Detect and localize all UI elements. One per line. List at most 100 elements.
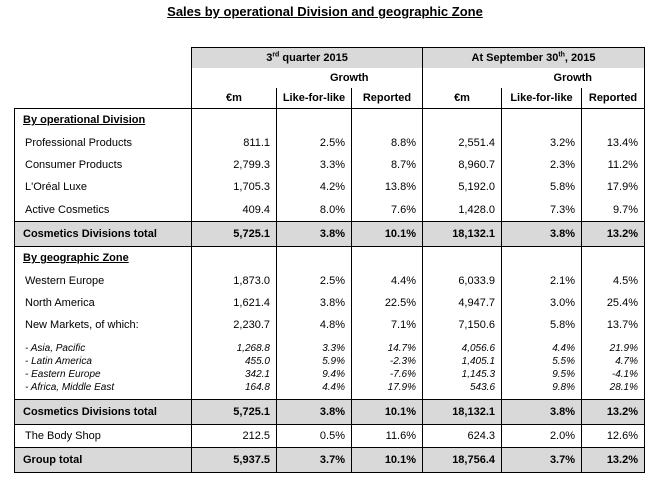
cell-value: 5.5% bbox=[501, 354, 583, 368]
table-row: Consumer Products 2,799.3 3.3% 8.7% 8,960.7 2… bbox=[14, 153, 646, 177]
row-label: - Africa, Middle East bbox=[14, 380, 192, 394]
cell-value: 3.8% bbox=[501, 398, 583, 425]
cell-value: 18,132.1 bbox=[422, 398, 503, 425]
cell-value: 2,551.4 bbox=[422, 131, 503, 154]
row-label: Group total bbox=[14, 446, 192, 473]
cell-value: 13.2% bbox=[581, 220, 646, 247]
cell-value: 3.3% bbox=[276, 153, 352, 177]
cell-value: 1,268.8 bbox=[191, 341, 277, 355]
section-division: By operational Division bbox=[14, 108, 646, 132]
cell-value: 10.1% bbox=[351, 220, 424, 247]
cell-value: 455.0 bbox=[191, 354, 277, 368]
cell-value: 9.4% bbox=[276, 367, 352, 381]
sales-table: 3rd quarter 2015 At September 30th, 2015… bbox=[14, 47, 646, 473]
col-header-reported: Reported bbox=[351, 88, 424, 109]
cell-value: 13.7% bbox=[581, 314, 646, 337]
cell-value: 10.1% bbox=[351, 446, 424, 473]
cell-value: 8.0% bbox=[276, 198, 352, 222]
cell-value: 1,428.0 bbox=[422, 198, 503, 222]
table-row: Western Europe 1,873.0 2.5% 4.4% 6,033.9 2.1%… bbox=[14, 269, 646, 292]
cell-value: 10.1% bbox=[351, 398, 424, 425]
cell-value: 4.4% bbox=[276, 380, 352, 394]
cell-value: 4.2% bbox=[276, 176, 352, 199]
table-row: L'Oréal Luxe 1,705.3 4.2% 13.8% 5,192.0 5.8% 1… bbox=[14, 176, 646, 199]
row-label: Cosmetics Divisions total bbox=[14, 220, 192, 247]
table-row: North America 1,621.4 3.8% 22.5% 4,947.7 3.0%… bbox=[14, 291, 646, 315]
cell-value: 3.7% bbox=[501, 446, 583, 473]
cell-value: 5,192.0 bbox=[422, 176, 503, 199]
header-growth: Growth Growth bbox=[15, 68, 646, 88]
cell-value: 7.6% bbox=[351, 198, 424, 222]
cell-value: 4,056.6 bbox=[422, 341, 503, 355]
cell-value: 4.4% bbox=[501, 341, 583, 355]
section-title: By operational Division bbox=[14, 108, 192, 132]
cell-value: 13.2% bbox=[581, 398, 646, 425]
cell-value: 13.2% bbox=[581, 446, 646, 473]
total-row: Group total 5,937.5 3.7% 10.1% 18,756.4 3.7% 1… bbox=[14, 446, 646, 473]
cell-value: 8.7% bbox=[351, 153, 424, 177]
table-row: The Body Shop 212.5 0.5% 11.6% 624.3 2.0% 12.6… bbox=[14, 424, 646, 448]
cell-value: 5,937.5 bbox=[191, 446, 277, 473]
period2-header: At September 30th, 2015 bbox=[422, 47, 646, 68]
cell-value: 9.8% bbox=[501, 380, 583, 394]
cell-value: -7.6% bbox=[351, 367, 424, 381]
table-row: Active Cosmetics 409.4 8.0% 7.6% 1,428.0 7.3%… bbox=[14, 198, 646, 222]
row-label: North America bbox=[14, 291, 192, 315]
cell-value: 28.1% bbox=[581, 380, 646, 394]
cell-value: 543.6 bbox=[422, 380, 503, 394]
cell-value: 17.9% bbox=[351, 380, 424, 394]
cell-value: 14.7% bbox=[351, 341, 424, 355]
cell-value: 4.4% bbox=[351, 269, 424, 292]
cell-value: -2.3% bbox=[351, 354, 424, 368]
cell-value: 7.1% bbox=[351, 314, 424, 337]
cell-value: 18,756.4 bbox=[422, 446, 503, 473]
table-row: - Eastern Europe 342.1 9.4% -7.6% 1,145.3 9.5… bbox=[14, 367, 646, 381]
cell-value: 5,725.1 bbox=[191, 398, 277, 425]
col-header-reported: Reported bbox=[581, 88, 646, 109]
cell-value: 9.7% bbox=[581, 198, 646, 222]
cell-value: 5,725.1 bbox=[191, 220, 277, 247]
cell-value: 3.8% bbox=[276, 398, 352, 425]
col-header-eur: €m bbox=[191, 88, 277, 109]
cell-value: 11.2% bbox=[581, 153, 646, 177]
period1-header: 3rd quarter 2015 bbox=[190, 47, 424, 68]
table-row: Professional Products 811.1 2.5% 8.8% 2,551.… bbox=[14, 131, 646, 154]
row-label: - Latin America bbox=[14, 354, 192, 368]
cell-value: 1,705.3 bbox=[191, 176, 277, 199]
section-title: By geographic Zone bbox=[14, 246, 192, 270]
cell-value: 17.9% bbox=[581, 176, 646, 199]
cell-value: 2.1% bbox=[501, 269, 583, 292]
row-label: Cosmetics Divisions total bbox=[14, 398, 192, 425]
row-label: L'Oréal Luxe bbox=[14, 176, 192, 199]
cell-value: 5.8% bbox=[501, 314, 583, 337]
cell-value: 3.3% bbox=[276, 341, 352, 355]
row-label: New Markets, of which: bbox=[14, 314, 192, 337]
table-row: - Latin America 455.0 5.9% -2.3% 1,405.1 5.5%… bbox=[14, 354, 646, 368]
cell-value: 3.8% bbox=[276, 291, 352, 315]
cell-value: 8.8% bbox=[351, 131, 424, 154]
page-title: Sales by operational Division and geogra… bbox=[167, 4, 483, 19]
cell-value: 2.5% bbox=[276, 131, 352, 154]
cell-value: 4,947.7 bbox=[422, 291, 503, 315]
cell-value: 212.5 bbox=[191, 424, 277, 448]
cell-value: 6,033.9 bbox=[422, 269, 503, 292]
cell-value: 3.8% bbox=[501, 220, 583, 247]
row-label: Active Cosmetics bbox=[14, 198, 192, 222]
cell-value: 8,960.7 bbox=[422, 153, 503, 177]
cell-value: 2,799.3 bbox=[191, 153, 277, 177]
cell-value: 13.4% bbox=[581, 131, 646, 154]
cell-value: 2.3% bbox=[501, 153, 583, 177]
cell-value: -4.1% bbox=[581, 367, 646, 381]
cell-value: 12.6% bbox=[581, 424, 646, 448]
cell-value: 409.4 bbox=[191, 198, 277, 222]
cell-value: 7,150.6 bbox=[422, 314, 503, 337]
row-label: Professional Products bbox=[14, 131, 192, 154]
cell-value: 164.8 bbox=[191, 380, 277, 394]
cell-value: 5.8% bbox=[501, 176, 583, 199]
cell-value: 4.7% bbox=[581, 354, 646, 368]
header-columns: €m Like-for-like Reported €m Like-for-li… bbox=[14, 88, 646, 109]
total-row: Cosmetics Divisions total 5,725.1 3.8% 10.1… bbox=[14, 220, 646, 247]
table-row: - Asia, Pacific 1,268.8 3.3% 14.7% 4,056.6 4.… bbox=[14, 341, 646, 355]
row-label: - Eastern Europe bbox=[14, 367, 192, 381]
row-label: The Body Shop bbox=[14, 424, 192, 448]
